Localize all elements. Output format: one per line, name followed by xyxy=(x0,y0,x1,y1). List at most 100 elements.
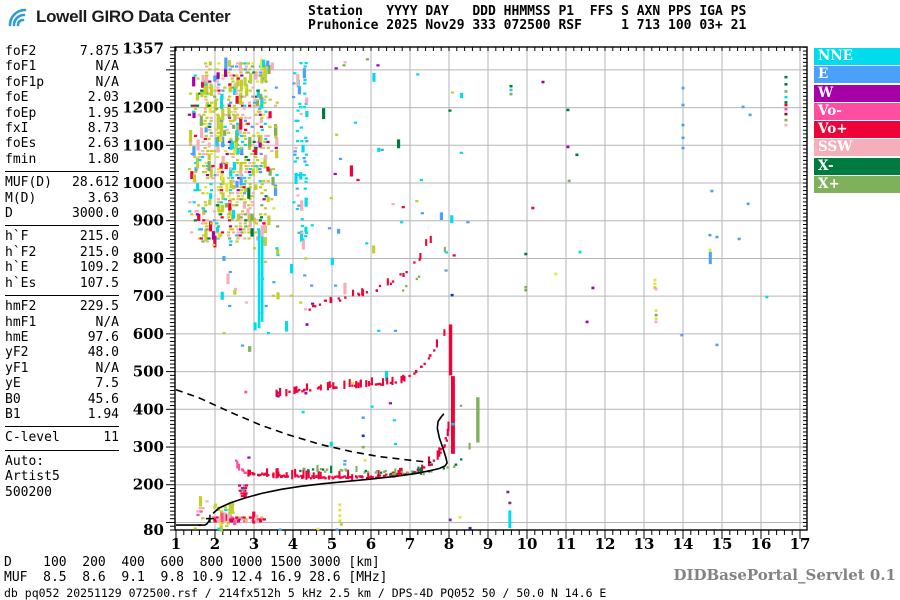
legend-item-x: X- xyxy=(814,157,900,175)
legend-item-ssw: SSW xyxy=(814,139,900,157)
param-name: C-level xyxy=(5,430,60,446)
svg-text:12: 12 xyxy=(595,535,616,553)
panel-separator xyxy=(5,295,119,297)
svg-text:6: 6 xyxy=(366,535,376,553)
svg-text:200: 200 xyxy=(133,476,164,494)
svg-text:1000: 1000 xyxy=(122,174,164,192)
param-name: fmin xyxy=(5,151,37,167)
svg-text:13: 13 xyxy=(634,535,655,553)
param-row: h`E 109.2 xyxy=(5,260,119,275)
svg-text:16: 16 xyxy=(751,535,772,553)
param-name: D xyxy=(5,206,13,222)
svg-text:4: 4 xyxy=(288,535,298,553)
param-name: hmF2 xyxy=(5,299,37,315)
param-value: 97.6 xyxy=(87,329,119,345)
legend-item-vo: Vo+ xyxy=(814,121,900,139)
station-header-line2: Pruhonice 2025 Nov29 333 072500 RSF 1 71… xyxy=(308,17,747,33)
param-row: hmF2 229.5 xyxy=(5,299,119,314)
param-row: C-level 11 xyxy=(5,430,119,445)
svg-text:2: 2 xyxy=(210,535,220,553)
svg-text:1100: 1100 xyxy=(122,136,164,154)
param-value: N/A xyxy=(95,74,119,90)
param-value: 8.73 xyxy=(87,121,119,137)
echo-dots xyxy=(187,57,788,532)
param-row: yF1 N/A xyxy=(5,361,119,376)
model-traces xyxy=(175,388,448,526)
param-name: hmE xyxy=(5,329,29,345)
param-row: B1 1.94 xyxy=(5,407,119,422)
param-name: foF1 xyxy=(5,59,37,75)
param-value: 7.5 xyxy=(95,376,119,392)
svg-text:10: 10 xyxy=(517,535,538,553)
plot-grid xyxy=(175,47,807,530)
param-row: foEp 1.95 xyxy=(5,106,119,121)
station-header: Station YYYY DAY DDD HHMMSS P1 FFS S AXN… xyxy=(308,5,746,32)
param-name: yF1 xyxy=(5,360,29,376)
measurement-footer: db pq052 20251129 072500.rsf / 214fx512h… xyxy=(4,586,607,600)
param-row: MUF(D) 28.612 xyxy=(5,175,119,190)
svg-text:14: 14 xyxy=(673,535,694,553)
param-name: yF2 xyxy=(5,345,29,361)
param-value: 1.94 xyxy=(87,406,119,422)
svg-text:80: 80 xyxy=(143,521,164,539)
legend-item-nne: NNE xyxy=(814,48,900,65)
svg-text:9: 9 xyxy=(483,535,493,553)
svg-text:1200: 1200 xyxy=(122,99,164,117)
param-row: yF2 48.0 xyxy=(5,345,119,360)
svg-text:500: 500 xyxy=(133,363,164,381)
param-value: N/A xyxy=(95,59,119,75)
panel-text-line: Auto: xyxy=(5,453,45,469)
servlet-watermark: DIDBasePortal_Servlet 0.1 xyxy=(673,566,896,584)
echo-direction-legend: NNE E W Vo- Vo+ SSW X- X+ xyxy=(814,48,900,194)
param-row: fmin 1.80 xyxy=(5,152,119,167)
param-name: h`F xyxy=(5,229,29,245)
param-row: hmE 97.6 xyxy=(5,330,119,345)
param-row: h`F 215.0 xyxy=(5,229,119,244)
param-value: 109.2 xyxy=(79,260,119,276)
param-value: 107.5 xyxy=(79,275,119,291)
param-row: D 3000.0 xyxy=(5,206,119,221)
param-row: foF2 7.875 xyxy=(5,44,119,59)
muf-table: D 100 200 400 600 800 1000 1500 3000 [km… xyxy=(4,555,388,585)
param-value: 28.612 xyxy=(72,175,119,191)
x-axis-labels: 1 2 3 4 5 6 7 8 9 10 11 12 13 14 15 16 17 xyxy=(171,535,811,553)
param-name: MUF(D) xyxy=(5,175,52,191)
param-value: 2.63 xyxy=(87,136,119,152)
param-row: hmF1 N/A xyxy=(5,315,119,330)
svg-text:400: 400 xyxy=(133,400,164,418)
param-name: fxI xyxy=(5,121,29,137)
param-value: 215.0 xyxy=(79,229,119,245)
svg-text:17: 17 xyxy=(790,535,811,553)
svg-text:7: 7 xyxy=(405,535,415,553)
param-value: 3.63 xyxy=(87,190,119,206)
svg-text:700: 700 xyxy=(133,287,164,305)
legend-item-e: E xyxy=(814,66,900,84)
svg-text:300: 300 xyxy=(133,438,164,456)
legend-item-vo: Vo- xyxy=(814,102,900,120)
param-name: h`E xyxy=(5,260,29,276)
svg-text:11: 11 xyxy=(556,535,577,553)
param-row: h`Es 107.5 xyxy=(5,276,119,291)
svg-text:600: 600 xyxy=(133,325,164,343)
svg-text:800: 800 xyxy=(133,249,164,267)
param-row: fxI 8.73 xyxy=(5,121,119,136)
y-axis-labels: 1357 1200 1100 1000 900 800 700 600 500 400 300 200… xyxy=(122,39,164,539)
legend-item-x: X+ xyxy=(814,176,900,194)
param-name: h`F2 xyxy=(5,244,37,260)
giro-wave-icon xyxy=(8,8,27,27)
param-value: 7.875 xyxy=(79,44,119,59)
svg-text:1357: 1357 xyxy=(122,39,164,57)
param-row: M(D) 3.63 xyxy=(5,191,119,206)
svg-text:3: 3 xyxy=(249,535,259,553)
param-value: 45.6 xyxy=(87,391,119,407)
param-name: h`Es xyxy=(5,275,37,291)
param-value: 1.80 xyxy=(87,151,119,167)
param-value: 11 xyxy=(103,430,119,446)
param-value: 215.0 xyxy=(79,244,119,260)
param-value: N/A xyxy=(95,360,119,376)
panel-text-line: Artist5 xyxy=(5,469,60,485)
parameter-panel: foF2 7.875 foF1 N/A foF1p N/A foE 2.03 foEp 1.95 f… xyxy=(5,44,119,500)
param-name: foF1p xyxy=(5,74,45,90)
param-name: hmF1 xyxy=(5,314,37,330)
